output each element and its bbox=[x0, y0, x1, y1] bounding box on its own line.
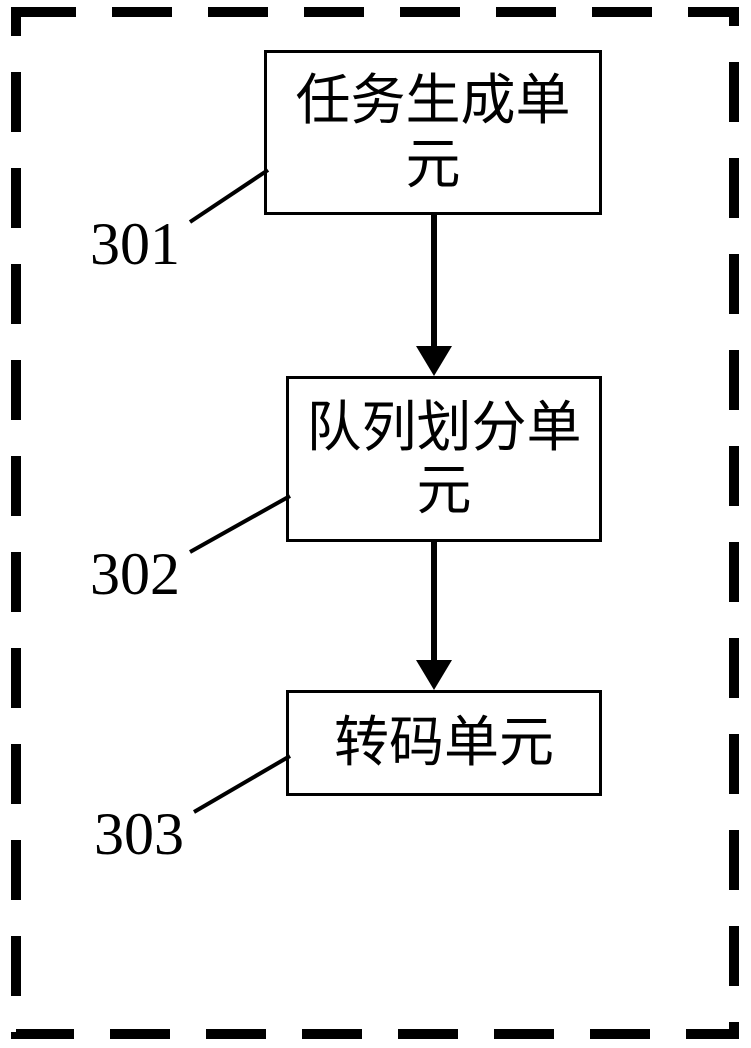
node-queue-partition-unit: 队列划分单元 bbox=[286, 376, 602, 542]
ref-label-302: 302 bbox=[90, 540, 180, 609]
leader-line-1 bbox=[190, 496, 290, 552]
node-task-generation-unit: 任务生成单元 bbox=[264, 50, 602, 215]
ref-label-303: 303 bbox=[94, 800, 184, 869]
node-label: 任务生成单元 bbox=[277, 69, 589, 196]
arrow-head-1 bbox=[416, 660, 452, 690]
leader-line-0 bbox=[190, 170, 268, 222]
node-label: 队列划分单元 bbox=[299, 396, 589, 523]
arrow-head-0 bbox=[416, 346, 452, 376]
leader-line-2 bbox=[194, 756, 290, 812]
node-transcode-unit: 转码单元 bbox=[286, 690, 602, 796]
node-label: 转码单元 bbox=[334, 711, 554, 774]
diagram-canvas: 任务生成单元 队列划分单元 转码单元 301 302 303 bbox=[0, 0, 751, 1048]
ref-label-301: 301 bbox=[90, 210, 180, 279]
